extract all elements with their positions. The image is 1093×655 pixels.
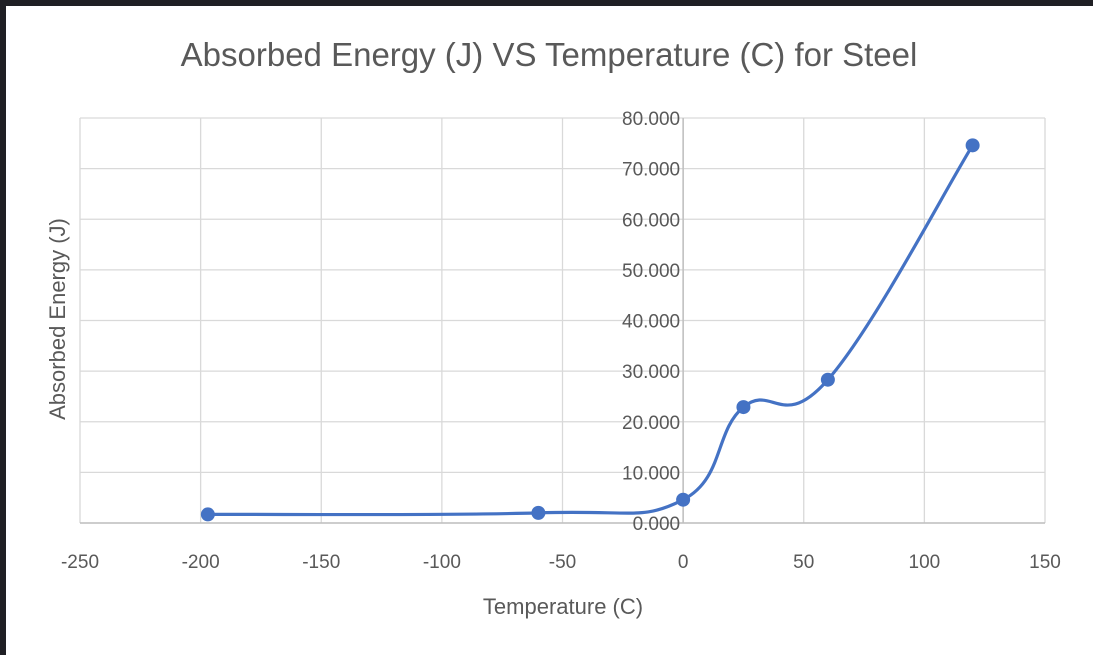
chart-title: Absorbed Energy (J) VS Temperature (C) f… bbox=[181, 36, 918, 73]
y-axis-title: Absorbed Energy (J) bbox=[45, 218, 70, 420]
x-tick-label: -50 bbox=[549, 552, 576, 573]
y-tick-label: 10.000 bbox=[622, 463, 680, 484]
data-point bbox=[676, 492, 691, 507]
data-point bbox=[965, 138, 980, 153]
series-line bbox=[206, 143, 975, 517]
x-tick-label: 50 bbox=[793, 552, 814, 573]
y-tick-label: 20.000 bbox=[622, 413, 680, 434]
x-tick-label: -200 bbox=[182, 552, 220, 573]
x-tick-label: -100 bbox=[423, 552, 461, 573]
x-axis-title: Temperature (C) bbox=[483, 594, 643, 619]
x-tick-label: 100 bbox=[909, 552, 941, 573]
chart-frame bbox=[6, 6, 1093, 655]
x-tick-label: -250 bbox=[61, 552, 99, 573]
y-tick-labels: 0.000 10.000 20.000 30.000 40.000 50.000 60.00… bbox=[622, 109, 680, 535]
y-tick-label: 80.000 bbox=[622, 109, 680, 130]
axes bbox=[80, 118, 1045, 524]
x-tick-label: -150 bbox=[302, 552, 340, 573]
data-point bbox=[200, 507, 215, 522]
y-tick-label: 50.000 bbox=[622, 261, 680, 282]
data-point bbox=[736, 400, 751, 415]
x-tick-label: 150 bbox=[1029, 552, 1061, 573]
y-tick-label: 60.000 bbox=[622, 210, 680, 231]
y-tick-label: 0.000 bbox=[633, 514, 681, 535]
y-tick-label: 30.000 bbox=[622, 362, 680, 383]
data-point bbox=[531, 505, 546, 520]
x-tick-label: 0 bbox=[678, 552, 689, 573]
x-tick-labels: -250 -200 -150 -100 -50 0 50 100 150 bbox=[61, 552, 1061, 573]
series-layer bbox=[200, 138, 980, 522]
y-tick-label: 70.000 bbox=[622, 160, 680, 181]
data-point bbox=[820, 372, 835, 387]
y-tick-label: 40.000 bbox=[622, 312, 680, 333]
